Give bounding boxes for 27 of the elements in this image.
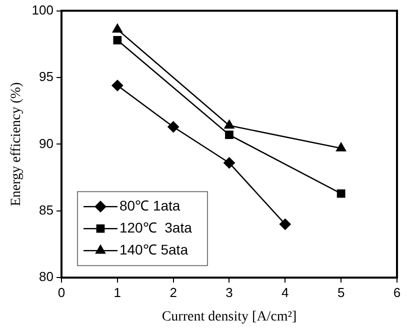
x-tick-label: 1 [114, 284, 122, 300]
point [224, 120, 234, 129]
point [113, 36, 122, 44]
point [280, 218, 291, 230]
y-tick-label: 100 [32, 2, 54, 18]
y-tick-label: 80 [39, 269, 54, 284]
x-tick-label: 6 [393, 284, 401, 300]
point [336, 189, 346, 198]
legend-label: 140℃ 5ata [119, 241, 188, 258]
legend-label: 120℃ 3ata [119, 219, 192, 236]
x-tick-label: 3 [226, 284, 233, 300]
point [336, 142, 346, 152]
x-axis-title: Current density [A/cm²] [162, 309, 297, 324]
point [168, 121, 179, 133]
x-tick-label: 0 [58, 284, 66, 300]
point [224, 157, 235, 169]
x-tick-label: 5 [337, 284, 345, 300]
y-tick-label: 85 [39, 202, 54, 218]
x-tick-label: 4 [282, 284, 289, 300]
point [112, 80, 124, 92]
x-tick-label: 2 [170, 284, 177, 300]
y-tick-label: 95 [39, 69, 54, 84]
point [225, 130, 234, 140]
y-tick-label: 90 [39, 136, 54, 151]
y-axis-title: Energy efficiency (%) [9, 82, 24, 206]
legend-label: 80℃ 1ata [119, 197, 180, 214]
point [112, 24, 122, 33]
